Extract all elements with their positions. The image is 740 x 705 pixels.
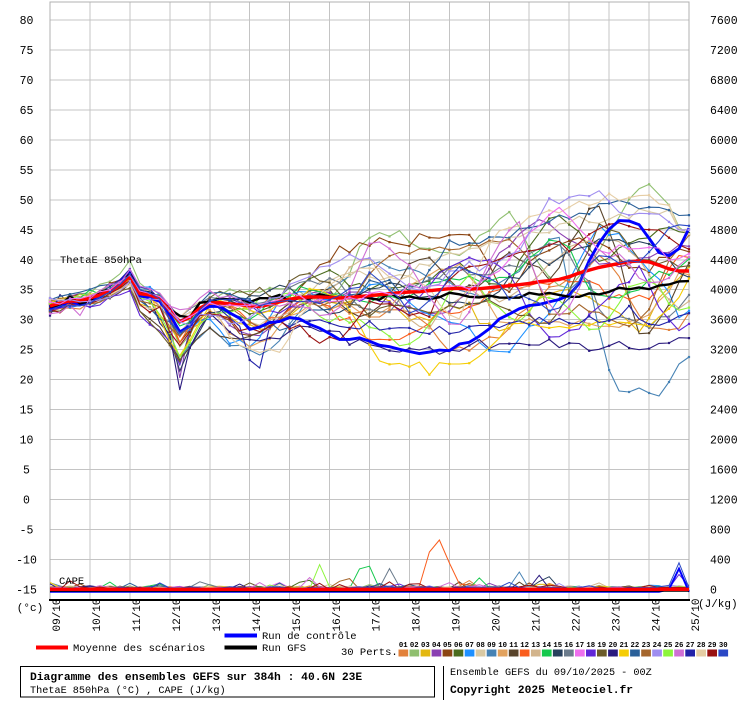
svg-text:17: 17 [575, 642, 584, 650]
svg-text:Copyright 2025 Meteociel.fr: Copyright 2025 Meteociel.fr [450, 685, 633, 697]
svg-text:2000: 2000 [710, 435, 738, 448]
svg-text:20/10: 20/10 [492, 598, 504, 631]
svg-text:10: 10 [20, 435, 34, 448]
svg-text:11/10: 11/10 [132, 598, 144, 631]
svg-text:21/10: 21/10 [532, 598, 544, 631]
svg-text:05: 05 [443, 642, 452, 650]
svg-text:26: 26 [675, 642, 684, 650]
svg-text:7200: 7200 [710, 45, 738, 58]
svg-text:70: 70 [20, 75, 34, 88]
svg-text:15: 15 [553, 642, 562, 650]
svg-text:12: 12 [520, 642, 529, 650]
svg-text:45: 45 [20, 225, 34, 238]
svg-text:13: 13 [531, 642, 540, 650]
svg-text:Moyenne des scénarios: Moyenne des scénarios [73, 643, 205, 655]
svg-text:1200: 1200 [710, 495, 738, 508]
svg-text:04: 04 [432, 642, 441, 650]
svg-text:3600: 3600 [710, 315, 738, 328]
svg-text:08: 08 [476, 642, 485, 650]
svg-text:Diagramme des ensembles GEFS s: Diagramme des ensembles GEFS sur 384h : … [30, 672, 362, 684]
svg-text:ThetaE 850hPa: ThetaE 850hPa [60, 255, 142, 267]
svg-text:75: 75 [20, 45, 34, 58]
svg-text:23/10: 23/10 [611, 598, 623, 631]
svg-text:0: 0 [23, 495, 30, 508]
svg-text:Run GFS: Run GFS [262, 643, 306, 655]
svg-text:4800: 4800 [710, 225, 738, 238]
svg-text:50: 50 [20, 195, 34, 208]
svg-text:30 Perts.: 30 Perts. [341, 647, 398, 659]
svg-text:1600: 1600 [710, 465, 738, 478]
svg-text:01: 01 [399, 642, 408, 650]
svg-text:24/10: 24/10 [651, 598, 663, 631]
svg-text:6800: 6800 [710, 75, 738, 88]
svg-text:09: 09 [487, 642, 496, 650]
svg-text:0: 0 [710, 584, 717, 597]
svg-text:14: 14 [542, 642, 551, 650]
svg-text:30: 30 [719, 642, 728, 650]
svg-text:21: 21 [620, 642, 629, 650]
svg-text:ThetaE 850hPa (°C) , CAPE (J/k: ThetaE 850hPa (°C) , CAPE (J/kg) [30, 685, 226, 697]
svg-text:2400: 2400 [710, 405, 738, 418]
svg-text:5600: 5600 [710, 165, 738, 178]
svg-text:Run de contrôle: Run de contrôle [262, 631, 357, 643]
svg-text:30: 30 [20, 315, 34, 328]
svg-text:18/10: 18/10 [412, 598, 424, 631]
svg-text:-10: -10 [16, 555, 37, 568]
svg-text:19/10: 19/10 [452, 598, 464, 631]
svg-text:14/10: 14/10 [252, 598, 264, 631]
svg-text:27: 27 [686, 642, 695, 650]
svg-text:19: 19 [597, 642, 606, 650]
svg-text:(J/kg): (J/kg) [698, 599, 738, 611]
svg-text:4400: 4400 [710, 255, 738, 268]
svg-text:2800: 2800 [710, 375, 738, 388]
svg-text:Ensemble GEFS du 09/10/2025 -: Ensemble GEFS du 09/10/2025 - 00Z [450, 667, 652, 679]
svg-text:25: 25 [664, 642, 673, 650]
svg-text:20: 20 [609, 642, 618, 650]
svg-text:60: 60 [20, 135, 34, 148]
svg-text:12/10: 12/10 [172, 598, 184, 631]
svg-text:400: 400 [710, 555, 731, 568]
svg-text:13/10: 13/10 [212, 598, 224, 631]
svg-text:10/10: 10/10 [92, 598, 104, 631]
svg-text:09/10: 09/10 [52, 598, 64, 631]
svg-text:25: 25 [20, 345, 34, 358]
svg-text:65: 65 [20, 105, 34, 118]
svg-text:6400: 6400 [710, 105, 738, 118]
svg-text:11: 11 [509, 642, 518, 650]
svg-text:03: 03 [421, 642, 430, 650]
svg-text:7600: 7600 [710, 15, 738, 28]
svg-text:29: 29 [708, 642, 717, 650]
svg-text:15/10: 15/10 [292, 598, 304, 631]
svg-text:(°c): (°c) [17, 603, 43, 615]
svg-text:10: 10 [498, 642, 507, 650]
svg-text:22: 22 [631, 642, 640, 650]
svg-text:17/10: 17/10 [372, 598, 384, 631]
svg-text:5: 5 [23, 465, 30, 478]
svg-text:80: 80 [20, 15, 34, 28]
svg-text:5200: 5200 [710, 195, 738, 208]
svg-text:-15: -15 [16, 584, 37, 597]
svg-text:22/10: 22/10 [571, 598, 583, 631]
svg-text:28: 28 [697, 642, 706, 650]
svg-text:4000: 4000 [710, 285, 738, 298]
svg-text:6000: 6000 [710, 135, 738, 148]
svg-text:06: 06 [454, 642, 463, 650]
svg-text:24: 24 [653, 642, 662, 650]
svg-text:CAPE: CAPE [59, 576, 84, 588]
svg-text:55: 55 [20, 165, 34, 178]
svg-text:3200: 3200 [710, 345, 738, 358]
svg-text:23: 23 [642, 642, 651, 650]
svg-text:40: 40 [20, 255, 34, 268]
svg-text:16/10: 16/10 [332, 598, 344, 631]
svg-text:18: 18 [586, 642, 595, 650]
svg-text:02: 02 [410, 642, 419, 650]
svg-text:35: 35 [20, 285, 34, 298]
svg-text:-5: -5 [20, 525, 34, 538]
svg-text:16: 16 [564, 642, 573, 650]
svg-text:25/10: 25/10 [691, 598, 703, 631]
svg-text:15: 15 [20, 405, 34, 418]
svg-text:07: 07 [465, 642, 474, 650]
svg-text:800: 800 [710, 525, 731, 538]
svg-text:20: 20 [20, 375, 34, 388]
